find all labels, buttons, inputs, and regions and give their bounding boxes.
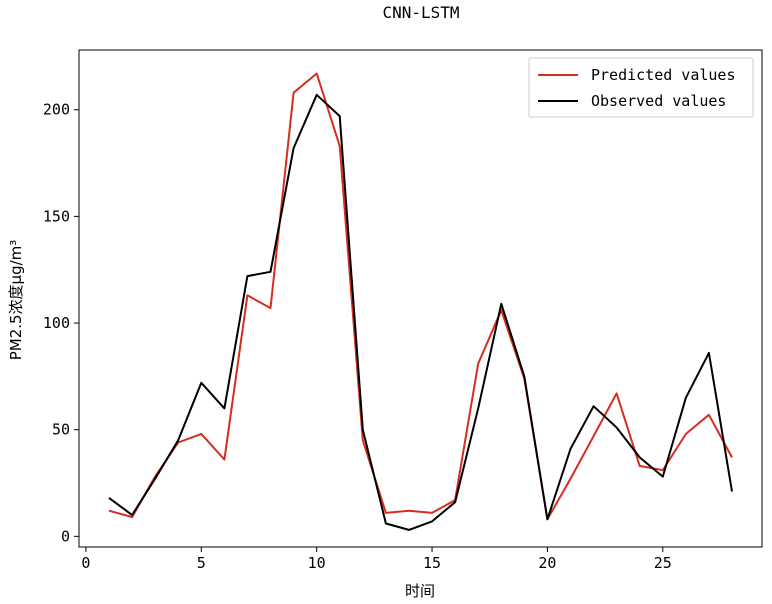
- legend-frame: [528, 57, 754, 118]
- x-tick-label: 10: [308, 554, 326, 572]
- y-tick-label: 50: [52, 421, 70, 439]
- series-line-predicted-values: [108, 72, 733, 521]
- chart-title: CNN-LSTM: [382, 3, 459, 22]
- x-tick-label: 0: [81, 554, 90, 572]
- plot-frame: [78, 49, 763, 548]
- x-tick-label: 20: [538, 554, 556, 572]
- x-tick-label: 25: [654, 554, 672, 572]
- y-tick-label: 150: [43, 207, 70, 225]
- y-tick-label: 100: [43, 314, 70, 332]
- y-tick-label: 200: [43, 101, 70, 119]
- y-axis: 0 50 100 150 200: [43, 101, 79, 545]
- legend-label-observed-values: Observed values: [591, 92, 726, 110]
- series-line-observed-values: [108, 93, 733, 531]
- legend-label-predicted-values: Predicted values: [591, 66, 736, 84]
- x-tick-label: 15: [423, 554, 441, 572]
- plot-area: [78, 49, 763, 548]
- x-tick-label: 5: [197, 554, 206, 572]
- x-axis: 0 5 10 15 20 25: [81, 547, 672, 572]
- y-tick-label: 0: [61, 527, 70, 545]
- x-axis-label: 时间: [405, 582, 435, 600]
- legend: Predicted values Observed values: [528, 57, 754, 118]
- y-axis-label: PM2.5浓度μg/m³: [7, 240, 25, 361]
- series-lines: [108, 72, 733, 531]
